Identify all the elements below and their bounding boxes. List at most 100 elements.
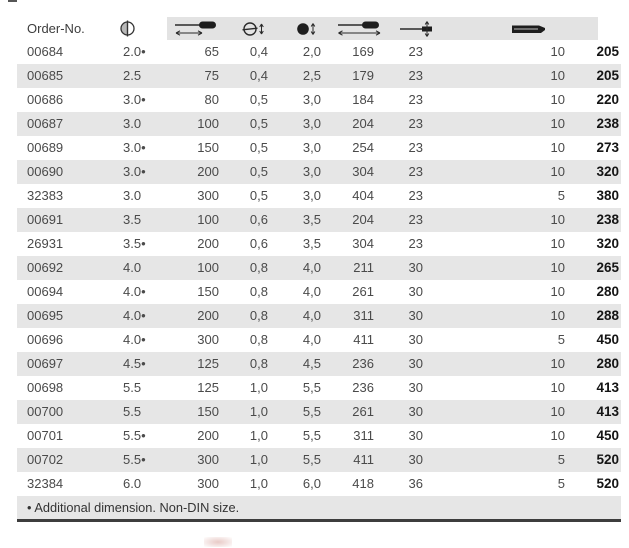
- cell-blade-diameter: 3.5•: [123, 236, 146, 251]
- cell-blade-length: 300: [197, 452, 219, 467]
- blade-diameter-icon: [118, 20, 137, 37]
- cell-order-no: 00697: [27, 356, 64, 371]
- cell-blade-diameter: 3.0•: [123, 164, 146, 179]
- cell-blade-length: 200: [197, 308, 219, 323]
- cell-blade-diameter: 6.0: [123, 476, 142, 491]
- cell-overall-length: 236: [352, 380, 374, 395]
- cell-weight: 273: [596, 140, 619, 155]
- cell-overall-length: 169: [352, 44, 374, 59]
- cell-tip-thickness: 0,8: [249, 356, 268, 371]
- cell-tip-thickness: 1,0: [249, 380, 268, 395]
- cell-package-quantity: 5: [557, 188, 565, 203]
- cell-tip-width: 5,5: [302, 428, 321, 443]
- cell-order-no: 00692: [27, 260, 64, 275]
- table-row: 00700 5.5 150 1,0 5,5 261 30 10 413: [17, 400, 621, 424]
- cell-tip-width: 2,0: [302, 44, 321, 59]
- cell-handle-diameter: 23: [408, 140, 423, 155]
- cell-overall-length: 311: [353, 308, 374, 323]
- cell-tip-width: 3,0: [302, 164, 321, 179]
- cell-weight: 380: [596, 188, 619, 203]
- table-body: 00684 2.0• 65 0,4 2,0 169 23 10 205 00685 2.5 75 0,4…: [17, 40, 621, 496]
- cell-overall-length: 211: [353, 260, 374, 275]
- handle-diameter-icon: [398, 20, 438, 37]
- cell-package-quantity: 10: [550, 68, 565, 83]
- cell-order-no: 00686: [27, 92, 64, 107]
- cell-tip-width: 4,0: [302, 284, 321, 299]
- cell-weight: 265: [596, 260, 619, 275]
- table-row: 00686 3.0• 80 0,5 3,0 184 23 10 220: [17, 88, 621, 112]
- cell-blade-diameter: 4.5•: [123, 356, 146, 371]
- table-row: 00701 5.5• 200 1,0 5,5 311 30 10 450: [17, 424, 621, 448]
- cell-handle-diameter: 23: [408, 92, 423, 107]
- cell-overall-length: 204: [352, 116, 374, 131]
- cell-weight: 205: [596, 44, 619, 59]
- cell-overall-length: 261: [352, 404, 374, 419]
- cell-blade-diameter: 4.0: [123, 260, 142, 275]
- cell-handle-diameter: 30: [408, 380, 423, 395]
- cell-overall-length: 204: [352, 212, 374, 227]
- cell-tip-thickness: 0,5: [249, 140, 268, 155]
- cell-tip-thickness: 0,5: [249, 116, 268, 131]
- col-header-weight: [570, 17, 621, 40]
- cell-tip-width: 4,5: [302, 356, 321, 371]
- cell-blade-length: 150: [197, 404, 219, 419]
- blade-length-icon: [173, 20, 219, 36]
- cell-order-no: 00689: [27, 140, 64, 155]
- cell-order-no: 00695: [27, 308, 64, 323]
- cell-weight: 450: [596, 332, 619, 347]
- cell-tip-thickness: 0,6: [249, 212, 268, 227]
- cell-blade-diameter: 5.5•: [123, 428, 146, 443]
- cell-tip-width: 3,5: [302, 236, 321, 251]
- cell-tip-thickness: 0,5: [249, 188, 268, 203]
- cell-blade-length: 300: [197, 332, 219, 347]
- tip-width-icon: [295, 20, 318, 35]
- cell-package-quantity: 10: [550, 236, 565, 251]
- cell-handle-diameter: 30: [408, 428, 423, 443]
- cell-blade-diameter: 4.0•: [123, 308, 146, 323]
- cell-weight: 320: [596, 236, 619, 251]
- cell-order-no: 26931: [27, 236, 64, 251]
- cell-order-no: 00701: [27, 428, 64, 443]
- cell-tip-thickness: 1,0: [249, 428, 268, 443]
- cell-overall-length: 179: [352, 68, 374, 83]
- cell-order-no: 00694: [27, 284, 64, 299]
- cell-handle-diameter: 30: [408, 260, 423, 275]
- footnote-row: • Additional dimension. Non-DIN size.: [17, 496, 621, 521]
- cell-order-no: 00702: [27, 452, 64, 467]
- cell-package-quantity: 10: [550, 212, 565, 227]
- table-row: 00697 4.5• 125 0,8 4,5 236 30 10 280: [17, 352, 621, 376]
- cell-overall-length: 261: [352, 284, 374, 299]
- cell-package-quantity: 10: [550, 356, 565, 371]
- table-row: 32384 6.0 300 1,0 6,0 418 36 5 520: [17, 472, 621, 496]
- cell-blade-length: 200: [197, 428, 219, 443]
- cell-handle-diameter: 23: [408, 116, 423, 131]
- cell-weight: 238: [596, 116, 619, 131]
- cell-weight: 238: [596, 212, 619, 227]
- cell-weight: 413: [596, 380, 619, 395]
- cell-blade-length: 300: [197, 188, 219, 203]
- cell-overall-length: 404: [352, 188, 374, 203]
- cell-overall-length: 311: [353, 428, 374, 443]
- col-header-tip-width: [273, 17, 326, 40]
- cell-tip-thickness: 0,4: [249, 44, 268, 59]
- cell-order-no: 32383: [27, 188, 64, 203]
- cell-overall-length: 236: [352, 356, 374, 371]
- col-header-tip-thickness: [224, 17, 273, 40]
- table-row: 32383 3.0 300 0,5 3,0 404 23 5 380: [17, 184, 621, 208]
- cell-order-no: 00684: [27, 44, 64, 59]
- cell-order-no: 00691: [27, 212, 64, 227]
- order-no-label: Order-No.: [27, 21, 85, 36]
- cell-tip-width: 4,0: [302, 308, 321, 323]
- table-row: 00690 3.0• 200 0,5 3,0 304 23 10 320: [17, 160, 621, 184]
- table-row: 00692 4.0 100 0,8 4,0 211 30 10 265: [17, 256, 621, 280]
- cell-blade-length: 75: [204, 68, 219, 83]
- cell-package-quantity: 10: [550, 260, 565, 275]
- cell-tip-thickness: 1,0: [249, 476, 268, 491]
- table-row: 00698 5.5 125 1,0 5,5 236 30 10 413: [17, 376, 621, 400]
- cell-blade-diameter: 5.5: [123, 404, 142, 419]
- cell-blade-length: 200: [197, 164, 219, 179]
- table-row: 00689 3.0• 150 0,5 3,0 254 23 10 273: [17, 136, 621, 160]
- table-row: 00687 3.0 100 0,5 3,0 204 23 10 238: [17, 112, 621, 136]
- cell-package-quantity: 5: [557, 476, 565, 491]
